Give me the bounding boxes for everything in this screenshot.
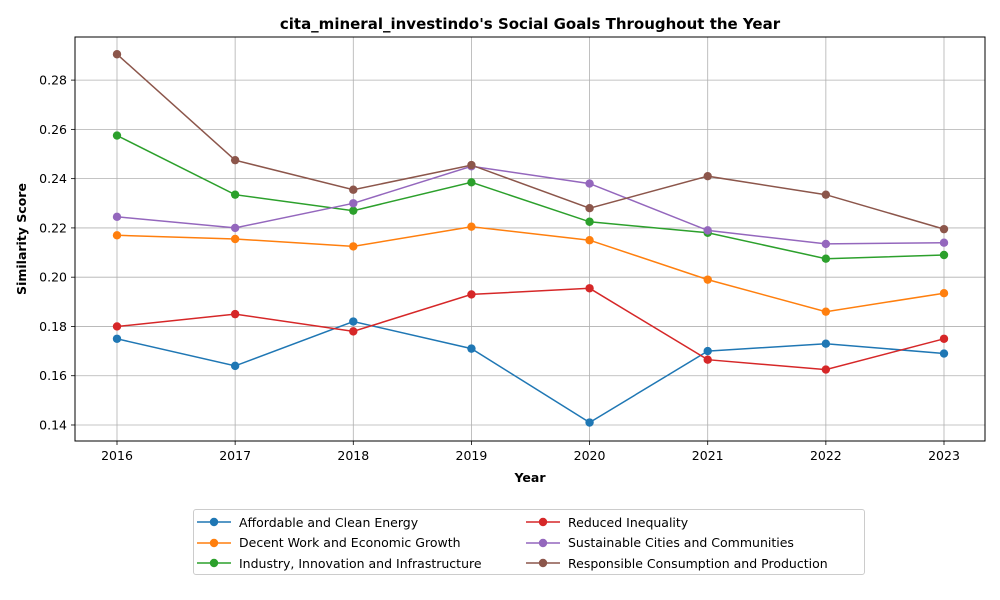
legend-item: Decent Work and Economic Growth	[197, 533, 461, 553]
x-tick-label: 2019	[456, 448, 488, 463]
x-axis-ticks: 2016 2017 2018 2019 2020 2021 2022 2023	[101, 441, 960, 463]
legend-item: Sustainable Cities and Communities	[526, 533, 794, 553]
legend: Affordable and Clean Energy Decent Work a…	[193, 509, 865, 575]
legend-label: Decent Work and Economic Growth	[239, 535, 461, 550]
y-tick-label: 0.20	[39, 270, 67, 285]
data-point	[112, 212, 122, 222]
legend-swatch	[197, 517, 231, 527]
data-point	[821, 239, 831, 249]
x-tick-label: 2022	[810, 448, 842, 463]
series-line-1	[116, 225, 945, 313]
data-point	[939, 250, 949, 260]
data-point	[939, 224, 949, 234]
data-point	[585, 179, 594, 188]
data-point	[703, 355, 712, 364]
data-point	[821, 339, 831, 348]
x-axis-label: Year	[514, 470, 547, 485]
data-point	[112, 131, 122, 140]
data-point	[467, 290, 476, 299]
x-tick-label: 2018	[337, 448, 369, 463]
series-line-0	[116, 320, 945, 424]
x-tick-label: 2020	[574, 448, 606, 463]
y-axis-ticks: 0.14 0.16 0.18 0.20 0.22 0.24 0.26 0.28	[39, 73, 75, 432]
plot-area-frame	[74, 36, 986, 442]
x-tick-label: 2023	[928, 448, 960, 463]
grid-lines	[75, 37, 985, 441]
data-point	[349, 242, 358, 251]
data-point	[349, 185, 358, 194]
data-point	[467, 222, 476, 231]
x-tick-label: 2017	[219, 448, 251, 463]
data-point	[585, 217, 594, 226]
data-point	[349, 317, 358, 326]
data-point	[230, 155, 240, 165]
series-line-5	[116, 53, 945, 230]
chart-title: cita_mineral_investindo's Social Goals T…	[280, 15, 781, 33]
data-point	[467, 344, 476, 353]
data-point	[585, 284, 594, 293]
data-point	[821, 307, 831, 316]
x-tick-label: 2021	[692, 448, 724, 463]
data-point	[112, 322, 122, 331]
data-point	[821, 190, 831, 199]
data-point	[703, 171, 712, 181]
data-point	[230, 309, 240, 319]
x-tick-label: 2016	[101, 448, 133, 463]
legend-label: Responsible Consumption and Production	[568, 555, 828, 571]
legend-label: Affordable and Clean Energy	[239, 514, 419, 530]
data-point	[467, 160, 476, 170]
series-points	[112, 50, 949, 427]
y-tick-label: 0.22	[39, 220, 67, 235]
data-point	[112, 231, 122, 240]
data-point	[821, 365, 831, 374]
series-lines	[116, 53, 945, 424]
data-point	[703, 275, 712, 284]
data-point	[112, 334, 122, 343]
y-tick-label: 0.28	[39, 73, 67, 88]
data-point	[230, 361, 240, 371]
y-tick-label: 0.16	[39, 368, 67, 383]
legend-label: Industry, Innovation and Infrastructure	[239, 555, 482, 571]
legend-swatch	[526, 517, 560, 527]
data-point	[703, 346, 712, 356]
y-tick-label: 0.18	[39, 319, 67, 334]
legend-label: Reduced Inequality	[568, 514, 689, 530]
data-point	[349, 206, 358, 215]
series-line-3	[116, 287, 945, 371]
legend-item: Responsible Consumption and Production	[526, 553, 828, 573]
y-tick-label: 0.24	[39, 171, 67, 186]
series-line-4	[116, 165, 945, 245]
legend-swatch	[526, 538, 560, 547]
legend-item: Affordable and Clean Energy	[197, 512, 418, 532]
data-point	[585, 204, 594, 213]
legend-swatch	[197, 558, 231, 568]
data-point	[703, 226, 712, 235]
y-axis-label: Similarity Score	[14, 183, 29, 295]
data-point	[230, 234, 240, 244]
legend-item: Industry, Innovation and Infrastructure	[197, 553, 482, 573]
y-tick-label: 0.14	[39, 417, 67, 432]
legend-item: Reduced Inequality	[526, 512, 688, 532]
data-point	[939, 288, 949, 298]
data-point	[230, 223, 240, 233]
data-point	[349, 199, 358, 208]
legend-swatch	[526, 558, 560, 568]
data-point	[585, 236, 594, 245]
data-point	[349, 327, 358, 336]
data-point	[585, 418, 594, 427]
data-point	[230, 190, 240, 199]
legend-label: Sustainable Cities and Communities	[568, 535, 794, 550]
data-point	[939, 334, 949, 343]
y-tick-label: 0.26	[39, 122, 67, 137]
data-point	[821, 254, 831, 263]
data-point	[939, 349, 949, 358]
series-line-2	[116, 134, 945, 260]
data-point	[939, 238, 949, 247]
legend-swatch	[197, 538, 231, 547]
data-point	[112, 50, 122, 59]
data-point	[467, 178, 476, 187]
